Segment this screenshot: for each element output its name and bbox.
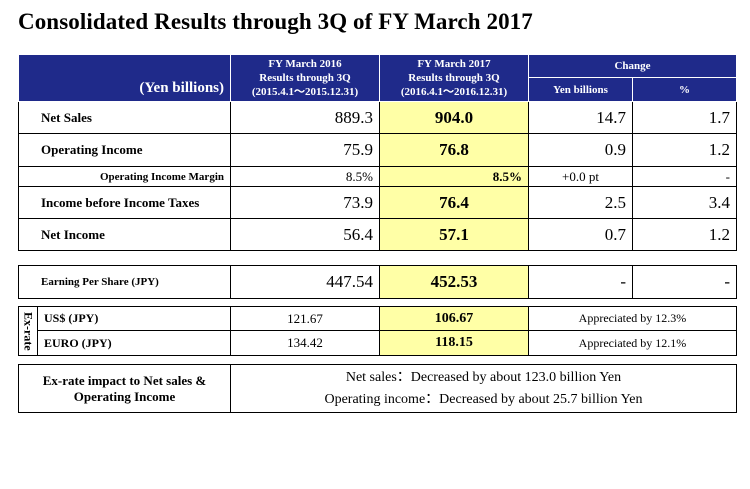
impact-label-line1: Ex-rate impact to Net sales & [42,372,207,388]
unit-label: (Yen billions) [18,54,231,102]
cell-fy2016: 56.4 [230,218,380,251]
page-title: Consolidated Results through 3Q of FY Ma… [18,9,533,34]
row-label: Net Income [18,218,231,251]
cell-change: 0.9 [528,133,633,167]
impact-label: Ex-rate impact to Net sales & Operating … [18,364,231,413]
cell-fy2017: 8.5% [379,166,529,187]
cell-fy2017: 76.4 [379,186,529,219]
cell-percent: 1.2 [632,133,737,167]
row-label: Operating Income [18,133,231,167]
cell-fy2016: 134.42 [230,330,380,356]
header-fy2016-line2: Results through 3Q [259,72,351,84]
cell-change: 0.7 [528,218,633,251]
row-label: EURO (JPY) [37,330,231,356]
cell-fy2016: 73.9 [230,186,380,219]
cell-change: +0.0 pt [528,166,633,187]
cell-fy2017: 57.1 [379,218,529,251]
cell-fy2017: 118.15 [379,330,529,356]
exrate-table: Ex-rate US$ (JPY) 121.67 106.67 Apprecia… [18,306,737,356]
cell-percent: - [632,166,737,187]
impact-text: Net sales：Decreased by about 123.0 billi… [230,364,737,413]
impact-operating-income: Operating income：Decreased by about 25.7… [324,391,643,407]
cell-fy2017: 904.0 [379,101,529,134]
cell-fy2016: 121.67 [230,306,380,331]
table-row-net-income: Net Income 56.4 57.1 0.7 1.2 [18,218,737,251]
cell-fy2017: 76.8 [379,133,529,167]
impact-label-line2: Operating Income [73,388,176,404]
header-fy2017: FY March 2017 Results through 3Q (2016.4… [379,54,529,102]
eps-table: Earning Per Share (JPY) 447.54 452.53 - … [18,265,737,299]
row-label: Operating Income Margin [18,166,231,187]
cell-percent: 1.2 [632,218,737,251]
table-row-usd: Ex-rate US$ (JPY) 121.67 106.67 Apprecia… [18,306,737,356]
row-label: US$ (JPY) [37,306,231,331]
cell-percent: - [632,265,737,299]
table-row-impact: Ex-rate impact to Net sales & Operating … [18,364,737,413]
cell-fy2016: 8.5% [230,166,380,187]
header-fy2017-line1: FY March 2017 [417,58,491,70]
cell-percent: 1.7 [632,101,737,134]
header-fy2016: FY March 2016 Results through 3Q (2015.4… [230,54,380,102]
impact-net-sales: Net sales：Decreased by about 123.0 billi… [345,369,622,385]
table-row-operating-margin: Operating Income Margin 8.5% 8.5% +0.0 p… [18,166,737,187]
header-fy2016-line3: (2015.4.1～2015.12.31) [251,86,359,98]
table-row-eps: Earning Per Share (JPY) 447.54 452.53 - … [18,265,737,299]
header-change: Change [528,54,737,78]
row-label: Earning Per Share (JPY) [18,265,231,299]
results-table: (Yen billions) FY March 2016 Results thr… [18,54,737,251]
header-yen-billions: Yen billions [528,77,633,102]
impact-table: Ex-rate impact to Net sales & Operating … [18,364,737,413]
cell-note: Appreciated by 12.3% [528,306,737,331]
cell-fy2017: 106.67 [379,306,529,331]
header-fy2017-line3: (2016.4.1～2016.12.31) [400,86,508,98]
cell-fy2016: 447.54 [230,265,380,299]
cell-change: 2.5 [528,186,633,219]
cell-fy2016: 75.9 [230,133,380,167]
cell-fy2016: 889.3 [230,101,380,134]
header-percent: % [632,77,737,102]
exrate-side-label: Ex-rate [18,306,38,356]
header-fy2017-line2: Results through 3Q [408,72,500,84]
table-row-euro: EURO (JPY) 134.42 118.15 Appreciated by … [19,330,737,356]
cell-percent: 3.4 [632,186,737,219]
cell-note: Appreciated by 12.1% [528,330,737,356]
header-fy2016-line1: FY March 2016 [268,58,342,70]
table-row-pretax-income: Income before Income Taxes 73.9 76.4 2.5… [18,186,737,219]
row-label: Income before Income Taxes [18,186,231,219]
row-label: Net Sales [18,101,231,134]
cell-change: - [528,265,633,299]
cell-fy2017: 452.53 [379,265,529,299]
table-row-operating-income: Operating Income 75.9 76.8 0.9 1.2 [18,133,737,167]
cell-change: 14.7 [528,101,633,134]
table-row-net-sales: Net Sales 889.3 904.0 14.7 1.7 [18,101,737,134]
